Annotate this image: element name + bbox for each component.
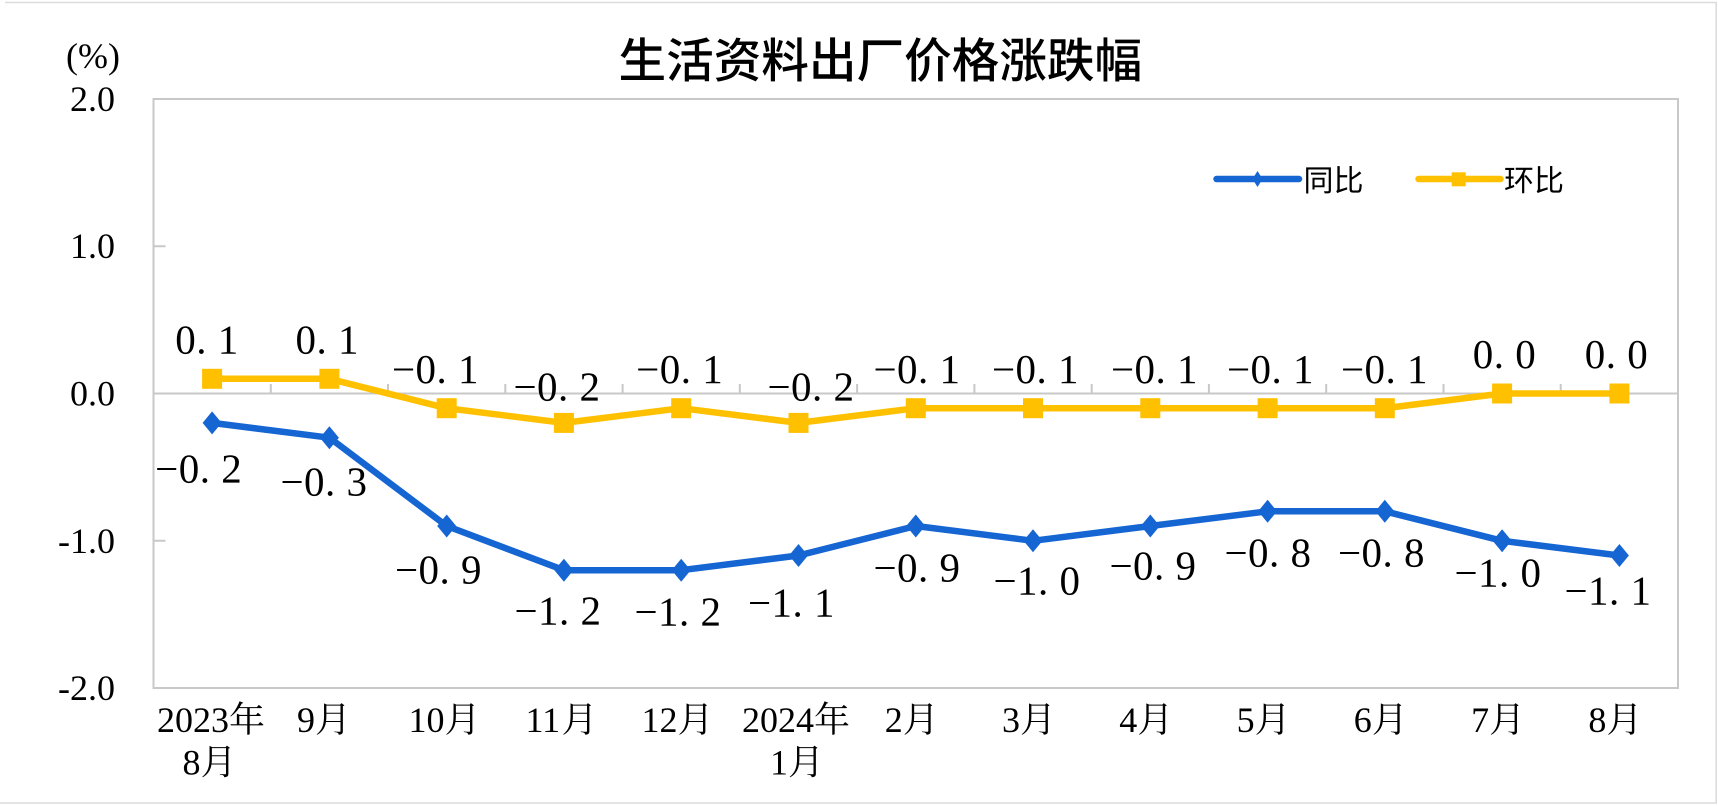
svg-text:0. 1: 0. 1 [296,316,360,362]
svg-text:2.0: 2.0 [70,79,115,119]
svg-text:8: 8 [1588,700,1606,740]
svg-text:0. 0: 0. 0 [1585,331,1649,377]
svg-text:(%): (%) [66,36,120,76]
svg-text:−0. 1: −0. 1 [1227,346,1314,392]
svg-text:3: 3 [1002,700,1020,740]
svg-text:8: 8 [183,743,201,783]
svg-text:−1. 0: −1. 0 [1454,550,1541,596]
svg-text:4: 4 [1119,700,1137,740]
svg-text:−0. 8: −0. 8 [1338,530,1425,576]
svg-text:12: 12 [642,700,678,740]
svg-text:−0. 8: −0. 8 [1224,530,1311,576]
svg-text:9: 9 [297,700,315,740]
svg-text:−0. 9: −0. 9 [395,547,482,593]
svg-text:−1. 0: −1. 0 [993,558,1080,604]
svg-text:2: 2 [885,700,903,740]
svg-text:−0. 1: −0. 1 [873,346,960,392]
svg-text:−0. 1: −0. 1 [636,346,723,392]
svg-text:−1. 1: −1. 1 [748,580,835,626]
svg-text:−0. 1: −0. 1 [1111,346,1198,392]
svg-text:2024: 2024 [742,700,814,740]
svg-text:-2.0: -2.0 [58,668,115,708]
svg-text:−1. 2: −1. 2 [514,588,601,634]
svg-text:−0. 2: −0. 2 [155,445,242,491]
svg-text:−0. 1: −0. 1 [992,346,1079,392]
svg-text:7: 7 [1471,700,1489,740]
svg-text:10: 10 [409,700,445,740]
svg-text:1.0: 1.0 [70,226,115,266]
svg-text:6: 6 [1354,700,1372,740]
svg-text:0. 1: 0. 1 [175,316,239,362]
svg-text:−0. 2: −0. 2 [513,364,600,410]
svg-text:5: 5 [1237,700,1255,740]
svg-text:-1.0: -1.0 [58,521,115,561]
svg-text:1: 1 [770,743,788,783]
svg-text:−0. 3: −0. 3 [280,459,367,505]
svg-text:−0. 9: −0. 9 [873,545,960,591]
svg-text:−1. 2: −1. 2 [634,589,721,635]
svg-text:−0. 2: −0. 2 [767,364,854,410]
svg-text:11: 11 [526,700,561,740]
svg-text:−1. 1: −1. 1 [1564,568,1651,614]
svg-text:0. 0: 0. 0 [1473,331,1537,377]
svg-text:−0. 1: −0. 1 [1341,346,1428,392]
svg-text:0.0: 0.0 [70,374,115,414]
svg-text:−0. 1: −0. 1 [392,346,479,392]
svg-text:2023: 2023 [157,700,229,740]
svg-text:−0. 9: −0. 9 [1109,543,1196,589]
